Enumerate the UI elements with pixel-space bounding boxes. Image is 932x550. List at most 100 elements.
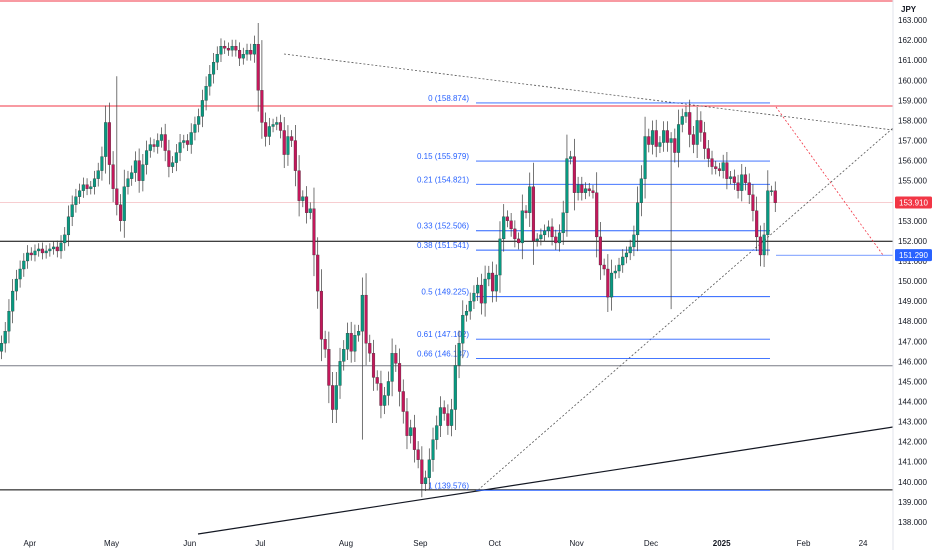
candle-down bbox=[40, 248, 44, 254]
candle-down bbox=[327, 349, 331, 386]
candle-up bbox=[450, 409, 454, 426]
candle-up bbox=[643, 136, 647, 179]
candle-up bbox=[178, 142, 182, 153]
candle-up bbox=[74, 196, 78, 205]
candle-down bbox=[234, 46, 238, 51]
price-tick-label: 151.000 bbox=[898, 257, 927, 266]
candle-down bbox=[371, 353, 376, 378]
candle-up bbox=[25, 252, 30, 262]
candle-up bbox=[81, 184, 85, 191]
candle-up bbox=[219, 46, 223, 55]
candle-up bbox=[494, 274, 498, 292]
candle-up bbox=[762, 234, 766, 256]
candle-up bbox=[78, 190, 82, 197]
candle-up bbox=[721, 162, 725, 171]
price-tick-label: 145.000 bbox=[898, 377, 927, 386]
candle-up bbox=[658, 142, 662, 147]
candle-up bbox=[409, 427, 413, 436]
candle-up bbox=[245, 50, 249, 55]
candle-up bbox=[141, 164, 145, 181]
candle-down bbox=[185, 140, 190, 145]
candle-up bbox=[680, 116, 684, 125]
time-tick-label: May bbox=[104, 539, 119, 548]
fib-level-label: 0.66 (146.137) bbox=[417, 350, 469, 359]
candle-up bbox=[498, 238, 502, 276]
red-downtrend-line bbox=[775, 106, 884, 256]
price-tick-label: 138.000 bbox=[898, 518, 927, 527]
candle-down bbox=[238, 50, 242, 59]
candle-down bbox=[115, 188, 119, 205]
fib-level-label: 0.38 (151.541) bbox=[417, 241, 469, 250]
candle-up bbox=[308, 208, 312, 213]
time-tick-label: Jun bbox=[183, 539, 196, 548]
candle-up bbox=[457, 343, 461, 366]
fib-level-label: 1 (139.576) bbox=[428, 481, 469, 490]
candle-down bbox=[554, 236, 558, 244]
time-tick-label: Oct bbox=[489, 539, 502, 548]
candle-up bbox=[104, 122, 108, 157]
candle-up bbox=[662, 130, 666, 143]
candle-up bbox=[44, 250, 48, 254]
candle-up bbox=[3, 331, 7, 344]
candle-up bbox=[159, 134, 164, 141]
candle-up bbox=[33, 250, 37, 256]
price-tick-label: 163.000 bbox=[898, 16, 927, 25]
candle-down bbox=[420, 459, 424, 484]
candle-up bbox=[241, 54, 245, 59]
candle-up bbox=[427, 459, 431, 478]
candle-down bbox=[747, 182, 751, 195]
candle-up bbox=[345, 333, 350, 350]
candle-up bbox=[539, 234, 543, 240]
candle-up bbox=[156, 140, 160, 147]
candle-up bbox=[636, 202, 640, 236]
price-tick-label: 148.000 bbox=[898, 317, 927, 326]
candle-up bbox=[769, 190, 774, 192]
candle-down bbox=[580, 184, 584, 193]
candle-up bbox=[271, 124, 275, 127]
candle-down bbox=[226, 48, 230, 51]
candle-down bbox=[375, 377, 379, 384]
candle-down bbox=[290, 136, 294, 141]
candle-down bbox=[223, 46, 227, 49]
candle-down bbox=[606, 268, 610, 298]
candle-up bbox=[59, 242, 63, 252]
candle-down bbox=[531, 186, 536, 242]
time-tick-label: Jul bbox=[255, 539, 265, 548]
long-term-support-line bbox=[197, 426, 894, 535]
candle-down bbox=[163, 134, 167, 151]
candle-up bbox=[453, 365, 457, 410]
candle-down bbox=[688, 112, 692, 135]
candle-down bbox=[137, 160, 141, 181]
price-tick-label: 157.000 bbox=[898, 137, 927, 146]
candle-down bbox=[446, 413, 450, 426]
candle-up bbox=[610, 272, 614, 298]
candle-up bbox=[766, 190, 770, 236]
candle-up bbox=[483, 278, 487, 304]
candle-up bbox=[520, 210, 524, 244]
candle-down bbox=[598, 236, 602, 266]
candle-up bbox=[133, 160, 137, 173]
candle-down bbox=[29, 252, 33, 256]
price-tick-label: 140.000 bbox=[898, 478, 927, 487]
candle-down bbox=[379, 383, 383, 406]
candle-down bbox=[316, 254, 320, 292]
candle-down bbox=[397, 363, 402, 392]
candle-down bbox=[256, 44, 260, 91]
candle-up bbox=[204, 86, 208, 101]
currency-label: JPY bbox=[901, 5, 917, 14]
time-tick-label: Nov bbox=[569, 539, 583, 548]
candle-down bbox=[736, 182, 740, 191]
candle-up bbox=[7, 311, 11, 332]
candle-down bbox=[513, 228, 517, 240]
price-tick-label: 158.000 bbox=[898, 116, 927, 125]
candle-down bbox=[349, 333, 353, 352]
candle-down bbox=[304, 196, 309, 213]
candle-down bbox=[85, 184, 89, 189]
candle-up bbox=[528, 186, 532, 213]
candle-up bbox=[583, 188, 588, 193]
candle-up bbox=[334, 385, 338, 410]
candle-up bbox=[621, 256, 625, 266]
candle-up bbox=[476, 284, 480, 294]
time-tick-label: Feb bbox=[797, 539, 811, 548]
price-tick-label: 142.000 bbox=[898, 438, 927, 447]
